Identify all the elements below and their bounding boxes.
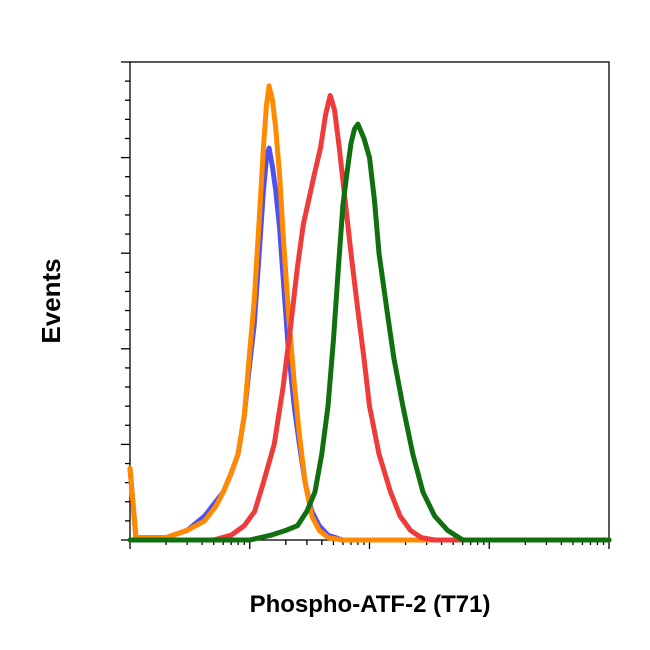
x-axis-label: Phospho-ATF-2 (T71) [250,591,491,618]
series-line-3 [127,93,612,543]
series-curves [127,83,612,543]
y-axis-label: Events [36,258,66,343]
series-line-2 [127,83,612,543]
series-line-4 [127,121,612,543]
series-line-1 [127,145,612,543]
plot-frame [129,61,610,541]
